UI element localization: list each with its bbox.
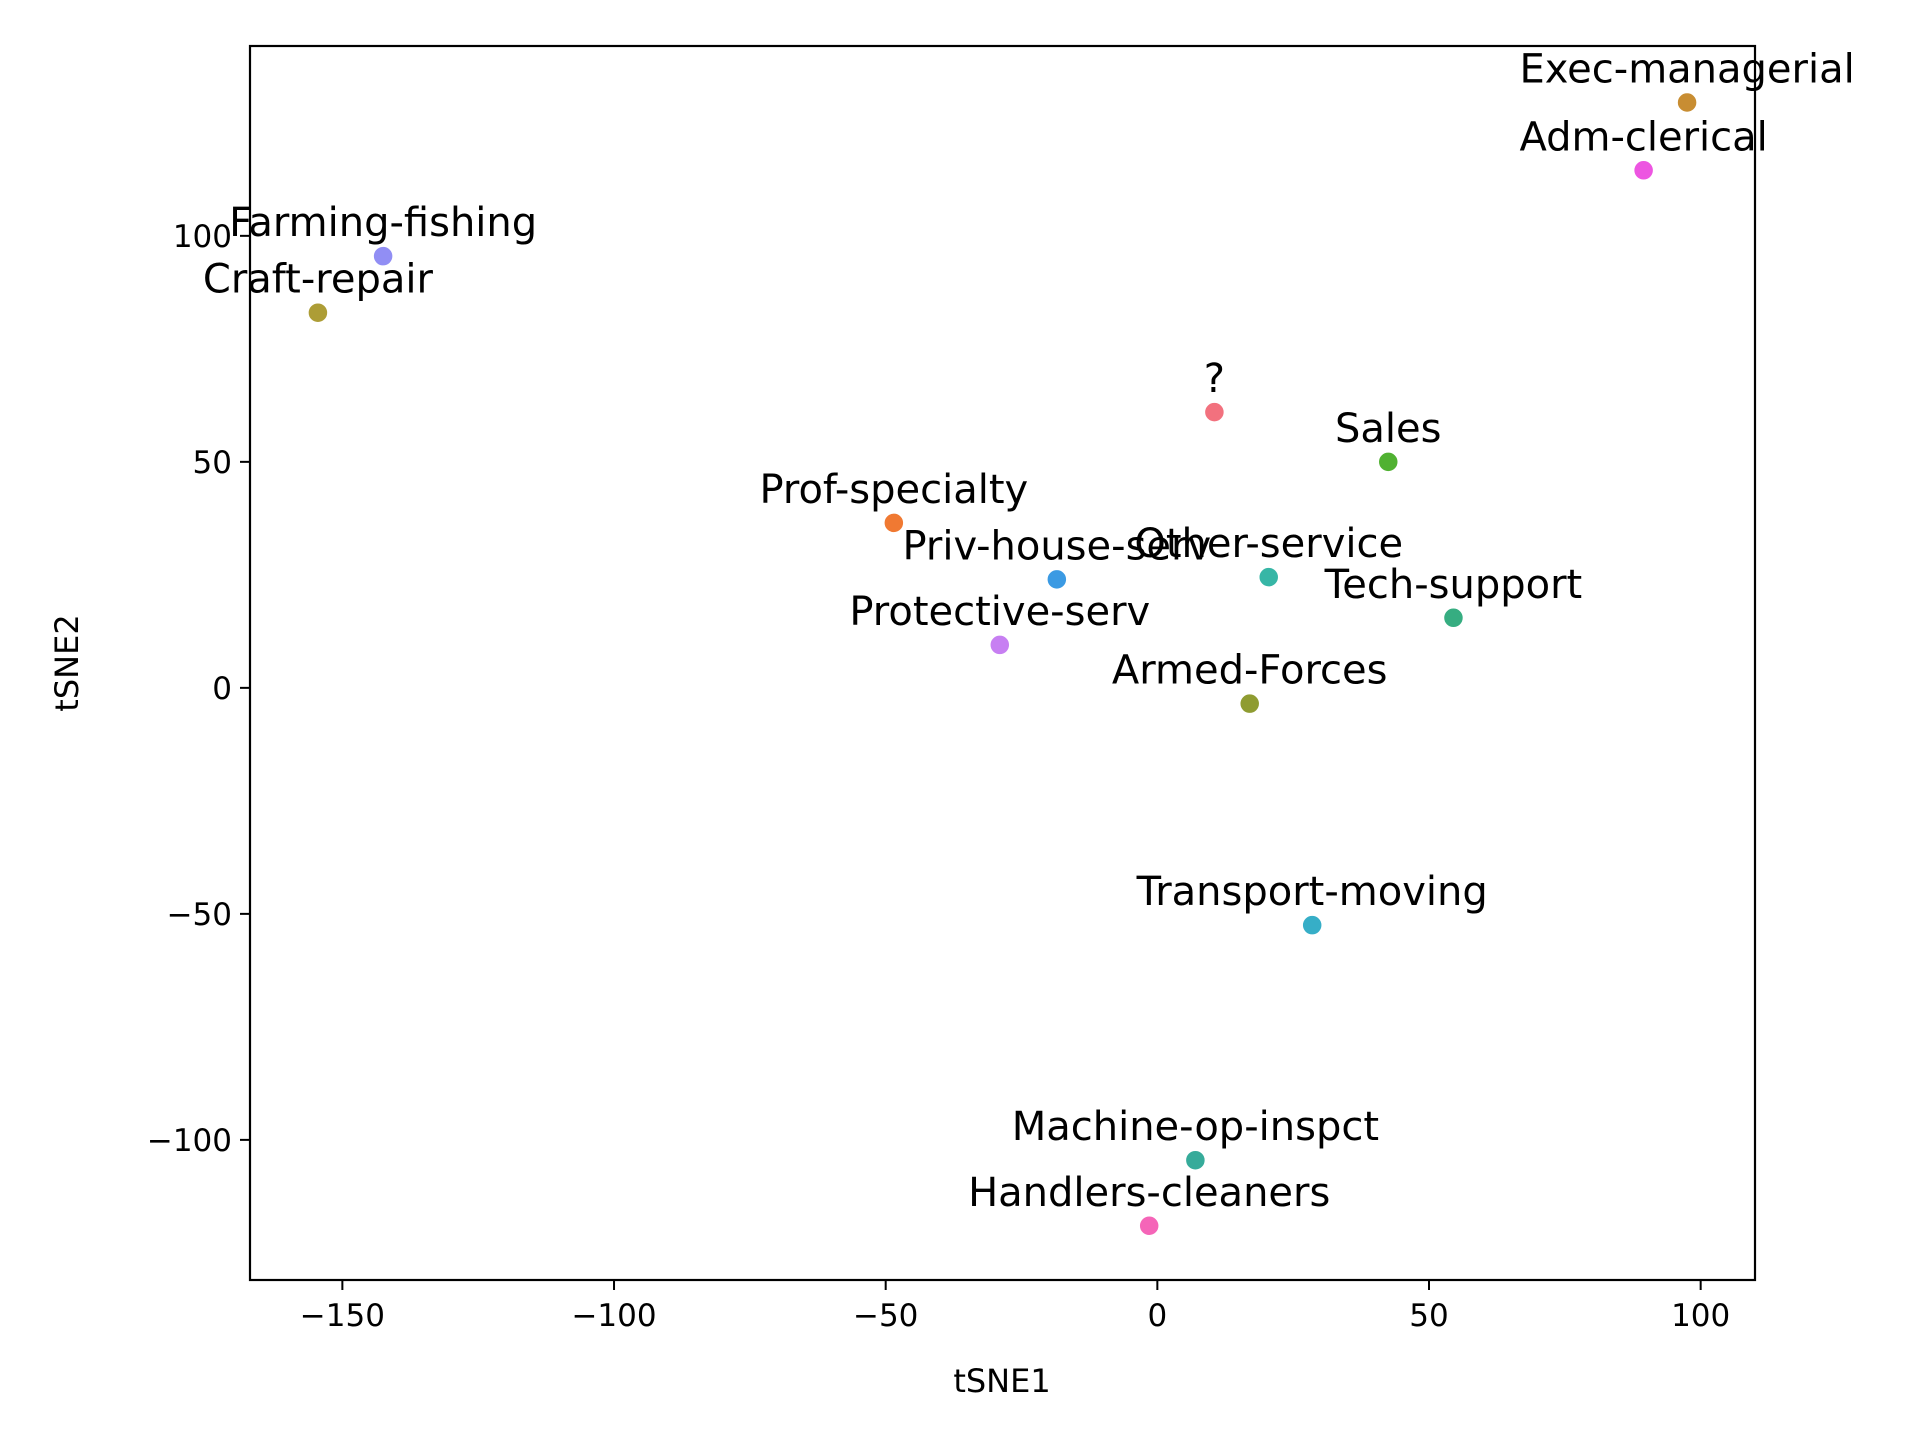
y-tick-label: 50: [193, 445, 232, 481]
y-tick-label: −50: [167, 897, 232, 933]
scatter-point: [1138, 1215, 1160, 1237]
scatter-points: [307, 91, 1698, 1237]
y-axis-label: tSNE2: [48, 614, 86, 711]
x-tick-label: −100: [571, 1298, 656, 1334]
point-label: Other-service: [1134, 521, 1403, 567]
scatter-point: [989, 634, 1011, 656]
scatter-point: [1238, 692, 1261, 715]
point-label: Farming-fishing: [229, 200, 537, 246]
scatter-point: [1203, 401, 1226, 423]
point-labels: Exec-managerial Adm-clerical Farming-fishi…: [203, 47, 1855, 1216]
point-label: Craft-repair: [203, 257, 434, 303]
x-tick-label: −150: [300, 1298, 385, 1334]
point-label: Tech-support: [1324, 562, 1583, 608]
y-tick-label: 0: [212, 671, 232, 707]
x-tick-label: −50: [853, 1298, 918, 1334]
scatter-point: [883, 512, 905, 534]
x-tick-label: 100: [1671, 1298, 1730, 1334]
point-label: Exec-managerial: [1519, 47, 1854, 93]
scatter-point: [372, 245, 394, 267]
scatter-point: [1257, 566, 1280, 588]
y-tick-label: 100: [173, 219, 232, 255]
x-tick-label: 50: [1409, 1298, 1448, 1334]
point-label: Armed-Forces: [1112, 648, 1388, 694]
scatter-point: [1442, 607, 1465, 629]
scatter-point: [1301, 914, 1323, 936]
scatter-point: [1046, 568, 1068, 591]
point-label: Prof-specialty: [759, 467, 1028, 513]
point-label: Priv-house-serv: [903, 523, 1212, 569]
point-label: Sales: [1335, 406, 1441, 452]
x-tick-label: 0: [1147, 1298, 1167, 1334]
point-label: Handlers-cleaners: [968, 1170, 1330, 1216]
point-label: Protective-serv: [849, 589, 1150, 635]
point-label: Transport-moving: [1136, 869, 1488, 915]
point-label: Machine-op-inspct: [1012, 1104, 1379, 1150]
scatter-point: [1184, 1149, 1207, 1171]
x-axis-label: tSNE1: [953, 1362, 1050, 1400]
axis-ticks: −150 −100 −50 0 50 100 −100 −50 0 50 100: [147, 219, 1730, 1334]
point-label: Adm-clerical: [1519, 114, 1767, 160]
point-label: ?: [1204, 356, 1225, 402]
scatter-point: [307, 301, 329, 324]
y-tick-label: −100: [147, 1123, 232, 1159]
scatter-point: [1676, 91, 1698, 114]
scatter-point: [1632, 159, 1655, 182]
scatter-point: [1377, 451, 1400, 473]
plot-frame: [248, 44, 1757, 1282]
